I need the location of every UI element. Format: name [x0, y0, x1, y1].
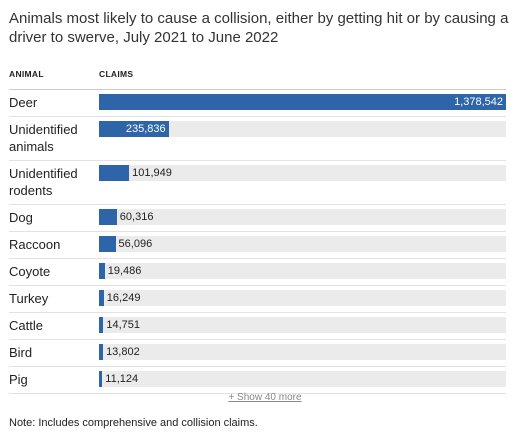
bar	[99, 165, 130, 181]
row: Turkey 16,249	[9, 286, 506, 313]
bar	[99, 317, 104, 333]
column-header: ANIMAL	[9, 69, 44, 79]
category-label: Unidentified animals	[9, 122, 78, 154]
row: Raccoon 56,096	[9, 232, 506, 259]
value-label: 13,802	[106, 346, 140, 358]
category-label: Raccoon	[9, 237, 61, 252]
value-label: 11,124	[105, 373, 139, 385]
bar	[99, 263, 105, 279]
bar	[99, 209, 117, 225]
subtitle: Animals most likely to cause a collision…	[9, 10, 509, 46]
value-label: 56,096	[118, 238, 153, 250]
row: Coyote 19,486	[9, 259, 506, 286]
bar	[99, 344, 104, 360]
bar-track: 19,486	[99, 263, 506, 279]
bar-track: 60,316	[99, 209, 506, 225]
value-label: 14,751	[106, 319, 140, 331]
row: Bird 13,802	[9, 340, 506, 367]
row: Deer 1,378,542	[9, 90, 506, 117]
value-label: 19,486	[107, 265, 142, 277]
bar-track: 16,249	[99, 290, 506, 306]
show-more-button[interactable]: + Show 40 more	[228, 392, 302, 403]
bar	[99, 94, 506, 110]
row: Unidentified animals 235,836	[9, 117, 506, 161]
bar	[99, 290, 104, 306]
value-label: 16,249	[106, 292, 141, 304]
category-label: Turkey	[9, 291, 49, 306]
bar-track: 11,124	[99, 371, 506, 387]
row: Cattle 14,751	[9, 313, 506, 340]
bar	[99, 371, 103, 387]
category-label: Pig	[9, 372, 28, 387]
value-label: 235,836	[125, 123, 166, 135]
bar-track: 13,802	[99, 344, 506, 360]
category-label: Bird	[9, 345, 33, 360]
category-label: Cattle	[9, 318, 43, 333]
category-label: Unidentified rodents	[9, 166, 78, 198]
category-label: Deer	[9, 95, 38, 110]
bar-track: 1,378,542	[99, 94, 506, 110]
bar-track: 56,096	[99, 236, 506, 252]
bar	[99, 236, 116, 252]
row: Unidentified rodents 101,949	[9, 161, 506, 205]
value-label: 60,316	[119, 211, 154, 223]
column-header: CLAIMS	[99, 69, 134, 79]
bar	[99, 121, 169, 137]
bar-track: 101,949	[99, 165, 506, 181]
category-label: Dog	[9, 210, 33, 225]
row: Pig 11,124	[9, 367, 506, 394]
value-label: 1,378,542	[454, 96, 503, 108]
rows: Deer 1,378,542 Unidentified animals 235,836…	[9, 89, 506, 394]
value-label: 101,949	[132, 167, 172, 179]
note: Note: Includes comprehensive and collisi…	[9, 417, 258, 429]
row: Dog 60,316	[9, 205, 506, 232]
bar-track: 14,751	[99, 317, 506, 333]
category-label: Coyote	[9, 264, 51, 279]
bar-track: 235,836	[99, 121, 506, 137]
